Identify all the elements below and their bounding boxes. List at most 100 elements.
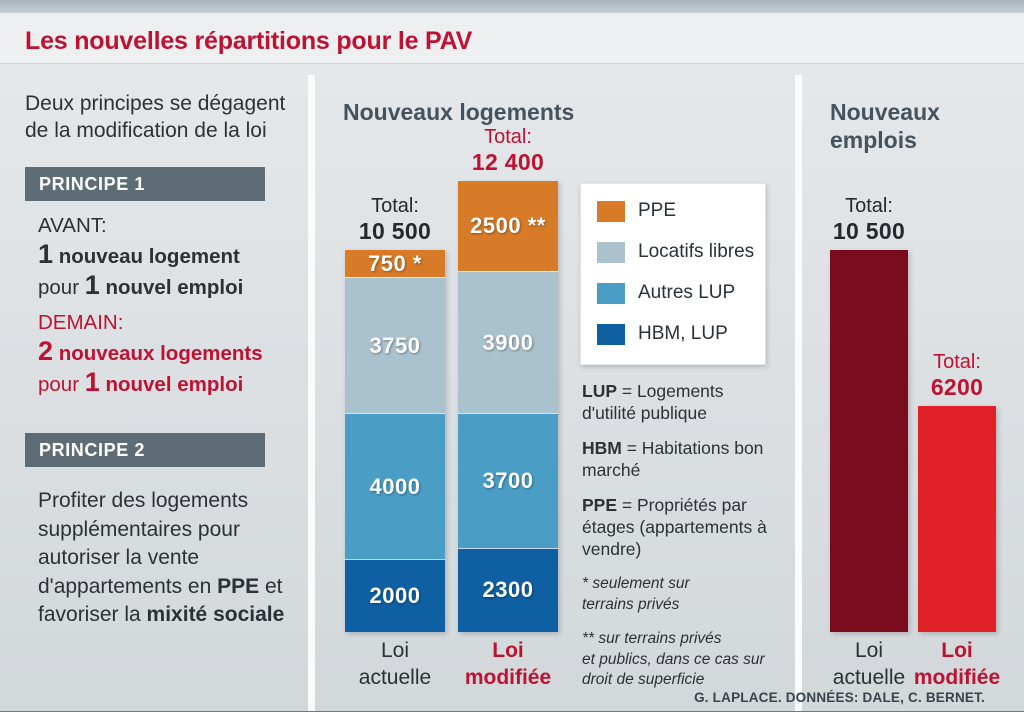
before-label: AVANT:: [38, 214, 107, 237]
chart-legend: PPE Locatifs libres Autres LUP HBM, LUP: [580, 183, 766, 365]
after-pre-2: pour: [38, 373, 85, 396]
principle-1-before-rule: AVANT: 1 nouveau logement pour 1 nouvel …: [38, 212, 243, 302]
principle-1-after-rule: DEMAIN: 2 nouveaux logements pour 1 nouv…: [38, 309, 263, 399]
legend-swatch-ppe: [597, 200, 625, 222]
bottom-strip: [0, 711, 1024, 724]
category-line: modifiée: [464, 666, 552, 689]
emplois-title-line-1: Nouveaux: [830, 99, 940, 125]
after-number-1: 2: [38, 336, 54, 366]
total-caption: Total:: [484, 126, 532, 148]
before-pre-2: pour: [38, 276, 85, 299]
footnote-line: et publics, dans ce cas sur: [582, 650, 765, 668]
after-line-1: 2 nouveaux logements: [38, 337, 263, 368]
segment-locatifs-libres: 3750: [345, 277, 445, 414]
panel-divider-right: [795, 75, 802, 711]
logements-bar-loi-actuelle: 750 * 3750 4000 2000: [345, 250, 445, 632]
logements-total-loi-modifiee: Total: 12 400: [448, 125, 568, 175]
after-number-2: 1: [84, 367, 100, 397]
total-value: 6200: [930, 374, 984, 400]
legend-label: HBM, LUP: [638, 323, 728, 344]
segment-value-label: 3750: [369, 332, 421, 358]
p2-text-mid: et favoriser la: [38, 574, 283, 627]
total-value: 10 500: [358, 218, 432, 244]
total-caption: Total:: [933, 351, 981, 373]
definition-abbr: LUP: [582, 381, 617, 401]
legend-swatch-autres-lup: [597, 282, 625, 304]
title-band: [0, 13, 1024, 64]
total-value: 12 400: [471, 149, 545, 175]
segment-autres-lup: 3700: [458, 413, 558, 548]
legend-label: Autres LUP: [638, 282, 736, 303]
footnote-line: terrains privés: [582, 595, 680, 613]
before-text-1: nouveau logement: [53, 245, 240, 268]
emplois-category-loi-actuelle: Loi actuelle: [814, 637, 924, 691]
legend-item-hbm-lup: HBM, LUP: [597, 323, 765, 345]
emplois-total-loi-actuelle: Total: 10 500: [809, 194, 929, 244]
before-text-2: nouvel emploi: [99, 276, 244, 299]
panel-divider-left: [308, 75, 315, 711]
p2-text-start: Profiter des logements supplémentaires p…: [38, 489, 249, 598]
after-line-2: pour 1 nouvel emploi: [38, 368, 263, 399]
segment-ppe: 750 *: [345, 250, 445, 278]
logements-chart-title: Nouveaux logements: [343, 99, 575, 125]
logements-category-loi-actuelle: Loi actuelle: [335, 637, 455, 691]
before-line-1: 1 nouveau logement: [38, 240, 243, 271]
logements-bar-loi-modifiee: 2500 ** 3900 3700 2300: [458, 181, 558, 632]
segment-hbm-lup: 2000: [345, 558, 445, 632]
p2-bold-mixite: mixité sociale: [146, 603, 285, 626]
definition-text: = Logements d'utilité publique: [582, 381, 724, 423]
logements-category-loi-modifiee: Loi modifiée: [448, 637, 568, 691]
after-text-2: nouvel emploi: [99, 373, 244, 396]
segment-value-label: 3900: [482, 329, 534, 355]
before-number-1: 1: [38, 239, 54, 269]
footnote-line: droit de superficie: [582, 671, 705, 688]
legend-item-autres-lup: Autres LUP: [597, 282, 765, 304]
segment-value-label: 2300: [482, 577, 534, 603]
definition-abbr: HBM: [582, 438, 622, 458]
principle-1-header: PRINCIPE 1: [25, 167, 265, 201]
category-line: actuelle: [358, 666, 432, 689]
intro-text: Deux principes se dégagent de la modific…: [25, 90, 285, 144]
principle-2-text: Profiter des logements supplémentaires p…: [38, 487, 302, 630]
definition-text: = Habitations bon marché: [582, 438, 764, 480]
definition-ppe: PPE = Propriétés par étages (appartement…: [582, 494, 782, 560]
segment-value-label: 750 *: [368, 250, 422, 276]
footnote-1: * seulement sur terrains privés: [582, 574, 765, 615]
principle-2-header: PRINCIPE 2: [25, 433, 265, 467]
abbreviation-definitions: LUP = Logements d'utilité publique HBM =…: [582, 380, 782, 573]
segment-value-label: 4000: [369, 473, 421, 499]
definition-text: = Propriétés par étages (appartements à …: [582, 495, 767, 559]
category-line: Loi: [380, 639, 410, 662]
top-strip: [0, 0, 1024, 13]
category-line: actuelle: [832, 666, 906, 689]
segment-value-label: 2000: [369, 582, 421, 608]
logements-total-loi-actuelle: Total: 10 500: [335, 194, 455, 244]
footnote-line: ** sur terrains privés: [582, 630, 722, 647]
legend-item-locatifs-libres: Locatifs libres: [597, 241, 765, 263]
after-label: DEMAIN:: [38, 311, 124, 334]
before-line-2: pour 1 nouvel emploi: [38, 271, 243, 302]
segment-value-label: 3700: [482, 468, 534, 494]
total-value: 10 500: [832, 218, 906, 244]
segment-value-label: 2500 **: [470, 213, 546, 239]
emplois-chart-title: Nouveaux emplois: [830, 98, 940, 154]
definition-lup: LUP = Logements d'utilité publique: [582, 380, 782, 424]
category-line: modifiée: [913, 666, 1001, 689]
emplois-total-loi-modifiee: Total: 6200: [897, 350, 1017, 400]
total-caption: Total:: [845, 195, 893, 217]
emplois-bar-loi-modifiee: [918, 406, 996, 632]
intro-line-2: de la modification de la loi: [25, 119, 267, 142]
footnote-2: ** sur terrains privés et publics, dans …: [582, 629, 765, 691]
legend-label: PPE: [638, 200, 677, 221]
definition-hbm: HBM = Habitations bon marché: [582, 437, 782, 481]
category-line: Loi: [854, 639, 884, 662]
page-title: Les nouvelles répartitions pour le PAV: [25, 27, 473, 55]
category-line: Loi: [941, 639, 973, 662]
legend-label: Locatifs libres: [638, 241, 755, 262]
segment-ppe: 2500 **: [458, 181, 558, 272]
footnotes: * seulement sur terrains privés ** sur t…: [582, 574, 765, 705]
footnote-line: * seulement sur: [582, 575, 690, 592]
definition-abbr: PPE: [582, 495, 618, 515]
emplois-category-loi-modifiee: Loi modifiée: [902, 637, 1012, 691]
